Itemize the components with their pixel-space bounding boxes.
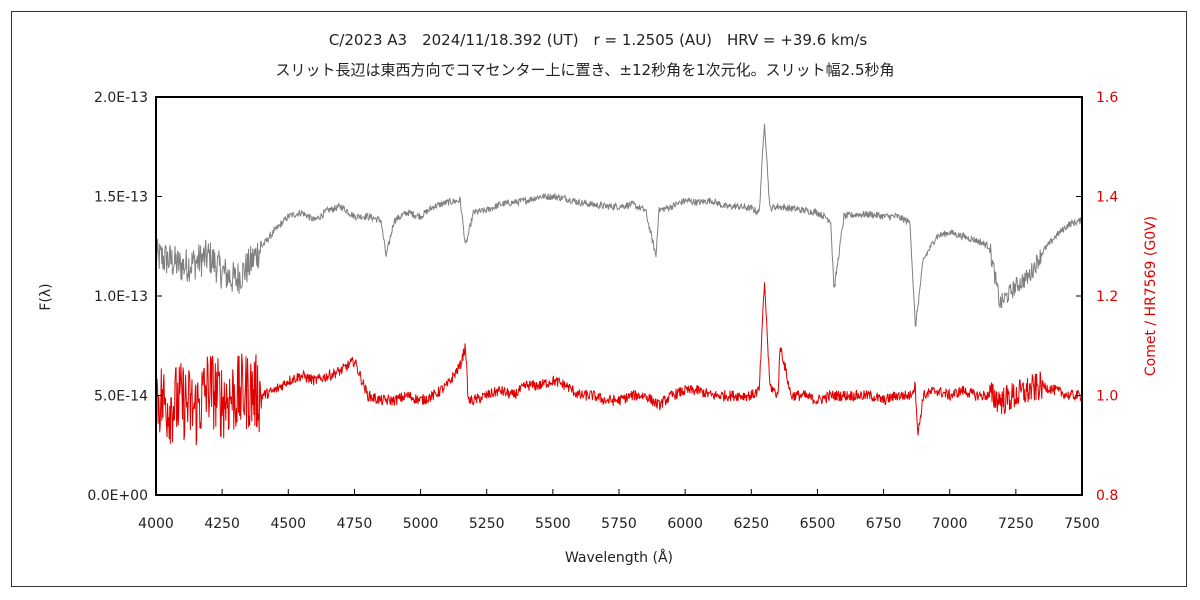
series-flux-line <box>155 123 1083 327</box>
x-tick-label: 6750 <box>866 516 902 532</box>
x-tick-label: 7250 <box>998 516 1034 532</box>
x-tick-label: 4250 <box>204 516 240 532</box>
y-tick-label: 0.0E+00 <box>87 488 148 504</box>
x-tick-label: 5250 <box>469 516 505 532</box>
series-ratio-line <box>155 282 1083 446</box>
x-tick-label: 5500 <box>535 516 571 532</box>
y-tick-label: 2.0E-13 <box>94 90 148 106</box>
x-tick-label: 6500 <box>800 516 836 532</box>
y-right-tick-label: 1.2 <box>1096 289 1118 305</box>
y-axis-right-label: Comet / HR7569 (G0V) <box>1143 216 1159 376</box>
x-tick-label: 4750 <box>337 516 373 532</box>
y-right-tick-label: 1.4 <box>1096 190 1118 206</box>
y-tick-label: 1.0E-13 <box>94 289 148 305</box>
x-tick-label: 6250 <box>733 516 769 532</box>
x-tick-label: 5000 <box>403 516 439 532</box>
plot-area <box>155 96 1083 496</box>
y-tick-label: 5.0E-14 <box>94 389 148 405</box>
x-tick-label: 5750 <box>601 516 637 532</box>
y-right-tick-label: 1.0 <box>1096 389 1118 405</box>
y-tick-label: 1.5E-13 <box>94 190 148 206</box>
y-axis-label: F(λ) <box>38 283 54 310</box>
chart-subtitle: スリット長辺は東西方向でコマセンター上に置き、±12秒角を1次元化。スリット幅2… <box>275 61 894 79</box>
chart-frame <box>11 11 1187 587</box>
x-axis-label: Wavelength (Å) <box>565 549 673 566</box>
y-right-tick-label: 1.6 <box>1096 90 1118 106</box>
chart-title: C/2023 A3 2024/11/18.392 (UT) r = 1.2505… <box>329 31 868 49</box>
x-tick-label: 4500 <box>270 516 306 532</box>
y-right-tick-label: 0.8 <box>1096 488 1118 504</box>
x-tick-label: 7500 <box>1064 516 1100 532</box>
x-tick-label: 6000 <box>667 516 703 532</box>
x-tick-label: 7000 <box>932 516 968 532</box>
x-tick-label: 4000 <box>138 516 174 532</box>
